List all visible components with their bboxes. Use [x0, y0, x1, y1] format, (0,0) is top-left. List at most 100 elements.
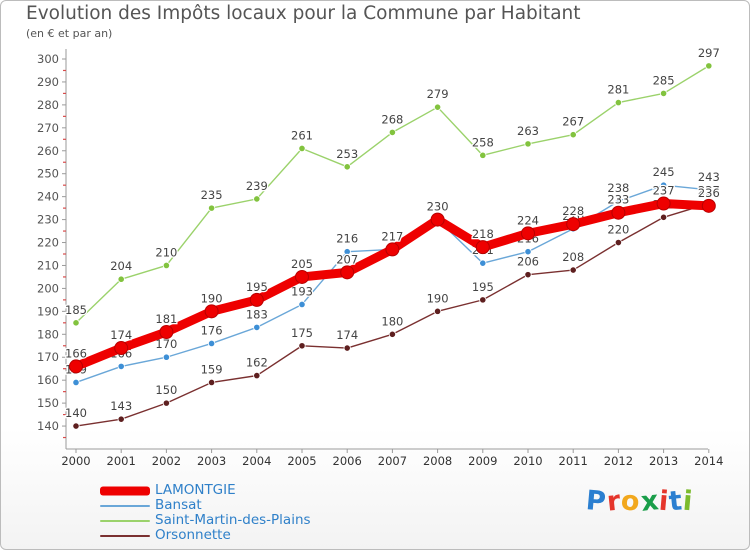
data-label-orsonnette: 190: [427, 291, 449, 305]
x-tick-label: 2000: [61, 454, 90, 468]
y-tick-label: 180: [37, 327, 59, 341]
y-tick-label: 280: [37, 98, 59, 112]
data-label-lamontgie: 174: [110, 328, 132, 342]
data-point-orsonnette: [524, 271, 532, 279]
y-tick-label: 250: [37, 167, 59, 181]
data-label-lamontgie: 236: [698, 186, 720, 200]
data-label-lamontgie: 195: [246, 280, 268, 294]
data-label-saint-martin-des-plains: 185: [65, 303, 87, 317]
data-label-saint-martin-des-plains: 281: [607, 83, 629, 97]
data-point-orsonnette: [659, 213, 668, 221]
data-point-lamontgie: [114, 341, 129, 356]
legend-item-saint-martin-des-plains: Saint-Martin-des-Plains: [100, 513, 311, 528]
data-point-lamontgie: [385, 242, 400, 257]
data-point-bansat: [208, 339, 216, 348]
x-tick-label: 2011: [559, 454, 588, 468]
data-point-saint-martin-des-plains: [479, 151, 487, 159]
y-tick-label: 160: [37, 373, 59, 387]
data-point-orsonnette: [343, 344, 351, 352]
data-label-saint-martin-des-plains: 253: [336, 147, 358, 161]
x-tick-label: 2010: [513, 454, 542, 468]
data-point-bansat: [705, 186, 713, 194]
x-tick-label: 2007: [378, 454, 407, 468]
y-tick-label: 230: [37, 213, 59, 227]
data-point-saint-martin-des-plains: [253, 195, 261, 203]
data-point-lamontgie: [611, 205, 626, 220]
data-point-lamontgie: [701, 198, 716, 213]
y-tick-label: 270: [37, 121, 59, 135]
data-point-lamontgie: [566, 217, 581, 232]
data-label-bansat: 170: [155, 337, 177, 351]
data-label-saint-martin-des-plains: 261: [291, 128, 313, 142]
data-point-orsonnette: [253, 371, 261, 380]
data-point-orsonnette: [72, 422, 80, 430]
data-point-saint-martin-des-plains: [524, 140, 532, 148]
x-tick-label: 2004: [242, 454, 271, 468]
data-point-saint-martin-des-plains: [208, 204, 216, 212]
data-label-orsonnette: 162: [246, 356, 268, 370]
data-point-saint-martin-des-plains: [614, 98, 623, 107]
legend-item-orsonnette: Orsonnette: [100, 528, 311, 543]
data-label-bansat: 193: [291, 284, 313, 298]
data-label-saint-martin-des-plains: 285: [653, 73, 675, 87]
data-point-orsonnette: [569, 266, 577, 274]
x-tick-label: 2008: [423, 454, 452, 468]
data-point-saint-martin-des-plains: [433, 103, 442, 111]
data-point-orsonnette: [388, 330, 396, 338]
data-label-saint-martin-des-plains: 297: [698, 46, 720, 60]
data-point-orsonnette: [614, 238, 623, 247]
logo-letter: i: [681, 485, 695, 518]
data-point-saint-martin-des-plains: [162, 261, 170, 270]
data-point-orsonnette: [433, 307, 442, 315]
data-label-orsonnette: 180: [381, 314, 403, 328]
y-tick-label: 140: [37, 419, 59, 433]
data-point-saint-martin-des-plains: [343, 163, 351, 171]
data-label-saint-martin-des-plains: 263: [517, 124, 539, 138]
x-tick-label: 2005: [287, 454, 316, 468]
data-label-bansat: 176: [201, 323, 223, 337]
data-point-bansat: [117, 362, 125, 371]
data-label-saint-martin-des-plains: 268: [381, 112, 403, 126]
legend-item-bansat: Bansat: [100, 498, 311, 513]
data-point-lamontgie: [249, 292, 264, 307]
data-label-lamontgie: 218: [472, 227, 494, 241]
data-label-bansat: 243: [698, 170, 720, 184]
legend-label: Bansat: [155, 497, 202, 513]
data-point-saint-martin-des-plains: [298, 144, 306, 153]
data-label-saint-martin-des-plains: 239: [246, 179, 268, 193]
x-tick-label: 2003: [197, 454, 226, 468]
y-tick-label: 260: [37, 144, 59, 158]
data-label-bansat: 245: [653, 165, 675, 179]
y-tick-label: 210: [37, 258, 59, 272]
chart-legend: LAMONTGIE Bansat Saint-Martin-des-Plains Or…: [100, 483, 311, 543]
data-point-lamontgie: [295, 269, 309, 284]
y-tick-label: 290: [37, 75, 59, 89]
legend-swatch: [100, 504, 150, 507]
data-point-orsonnette: [117, 415, 125, 423]
y-tick-label: 220: [37, 236, 59, 250]
data-label-orsonnette: 195: [472, 280, 494, 294]
data-point-saint-martin-des-plains: [705, 62, 713, 70]
data-label-orsonnette: 237: [698, 184, 720, 198]
data-point-saint-martin-des-plains: [388, 128, 396, 137]
data-point-lamontgie: [159, 325, 174, 339]
x-tick-label: 2009: [468, 454, 497, 468]
data-point-orsonnette: [208, 378, 216, 387]
data-point-saint-martin-des-plains: [117, 275, 125, 283]
data-label-bansat: 216: [336, 232, 358, 246]
legend-label: Saint-Martin-des-Plains: [155, 512, 311, 528]
data-label-bansat: 238: [607, 181, 629, 195]
y-tick-label: 240: [37, 190, 59, 204]
data-label-saint-martin-des-plains: 258: [472, 135, 494, 149]
data-label-orsonnette: 150: [155, 383, 177, 397]
data-label-orsonnette: 143: [110, 399, 132, 413]
data-label-saint-martin-des-plains: 279: [427, 87, 449, 101]
data-label-bansat: 230: [427, 200, 449, 214]
data-point-bansat: [524, 248, 532, 256]
legend-swatch: [100, 534, 150, 537]
x-tick-label: 2014: [694, 454, 723, 468]
data-label-saint-martin-des-plains: 210: [155, 245, 177, 259]
data-point-bansat: [343, 248, 351, 256]
data-point-bansat: [298, 300, 306, 309]
